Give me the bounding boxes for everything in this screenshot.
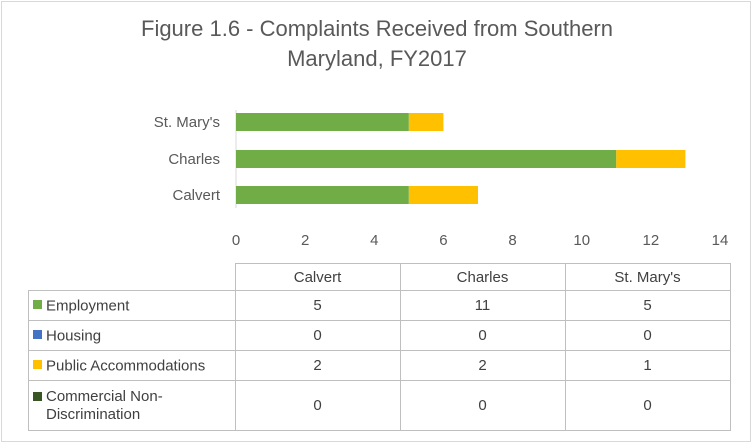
data-table-cell: 5 — [564, 290, 731, 321]
chart-title: Figure 1.6 - Complaints Received from So… — [0, 14, 754, 74]
data-table-col-header: Charles — [399, 263, 566, 291]
data-table-cell: 1 — [564, 350, 731, 381]
x-tick-label: 4 — [370, 232, 378, 249]
data-table-col-header: Calvert — [234, 263, 401, 291]
legend-label: Public Accommodations — [46, 357, 206, 375]
data-table-cell: 5 — [234, 290, 401, 321]
data-table-row: Housing 0 0 0 — [28, 320, 731, 351]
x-tick-label: 2 — [301, 232, 309, 249]
data-table-row: Commercial Non- Discrimination 0 0 0 — [28, 380, 731, 431]
legend-label: Discrimination — [46, 405, 141, 423]
data-table-cell: 0 — [234, 380, 401, 431]
legend-entry: Employment — [28, 290, 236, 321]
data-table-col-header: St. Mary's — [564, 263, 731, 291]
legend-entry: Housing — [28, 320, 236, 351]
data-table-cell: 0 — [399, 380, 566, 431]
x-tick-label: 0 — [232, 232, 240, 249]
bar-segment — [236, 113, 409, 131]
bar-segment — [236, 150, 617, 168]
legend-swatch — [33, 330, 42, 340]
legend-label: Housing — [46, 327, 102, 345]
data-table-row: Employment 5 11 5 — [28, 290, 731, 321]
x-tick-label: 8 — [508, 232, 516, 249]
category-label: St. Mary's — [154, 114, 220, 131]
x-tick-label: 10 — [573, 232, 590, 249]
legend-label: Commercial Non- — [46, 387, 163, 405]
bar-segment — [236, 186, 409, 204]
data-table-cell: 0 — [399, 320, 566, 351]
data-table-cell: 0 — [564, 320, 731, 351]
bar-segment — [408, 113, 444, 131]
bar-segment — [616, 150, 686, 168]
legend-swatch — [33, 300, 42, 310]
data-table: Calvert Charles St. Mary's Employment 5 11… — [28, 263, 731, 431]
x-tick-label: 14 — [712, 232, 729, 249]
legend-entry: Public Accommodations — [28, 350, 236, 381]
data-table-cell: 0 — [564, 380, 731, 431]
data-table-header-row: Calvert Charles St. Mary's — [28, 263, 731, 291]
data-table-row: Public Accommodations 2 2 1 — [28, 350, 731, 381]
plot-area: Calvert Charles St. Mary's 0 2 4 6 8 10 12 14 — [154, 110, 729, 249]
x-tick-label: 6 — [439, 232, 447, 249]
bar-segment — [408, 186, 478, 204]
data-table-cell: 11 — [399, 290, 566, 321]
x-tick-label: 12 — [643, 232, 660, 249]
data-table-cell: 2 — [234, 350, 401, 381]
chart-title-line-1: Figure 1.6 - Complaints Received from So… — [141, 16, 613, 41]
legend-swatch — [33, 360, 42, 370]
legend-label: Employment — [46, 297, 130, 315]
data-table-cell: 2 — [399, 350, 566, 381]
category-label: Charles — [168, 151, 220, 168]
data-table-cell: 0 — [234, 320, 401, 351]
data-table-corner — [28, 263, 236, 291]
chart-title-line-2: Maryland, FY2017 — [287, 46, 467, 71]
legend-swatch — [33, 391, 42, 401]
category-label: Calvert — [172, 187, 220, 204]
legend-entry: Commercial Non- Discrimination — [28, 380, 236, 431]
